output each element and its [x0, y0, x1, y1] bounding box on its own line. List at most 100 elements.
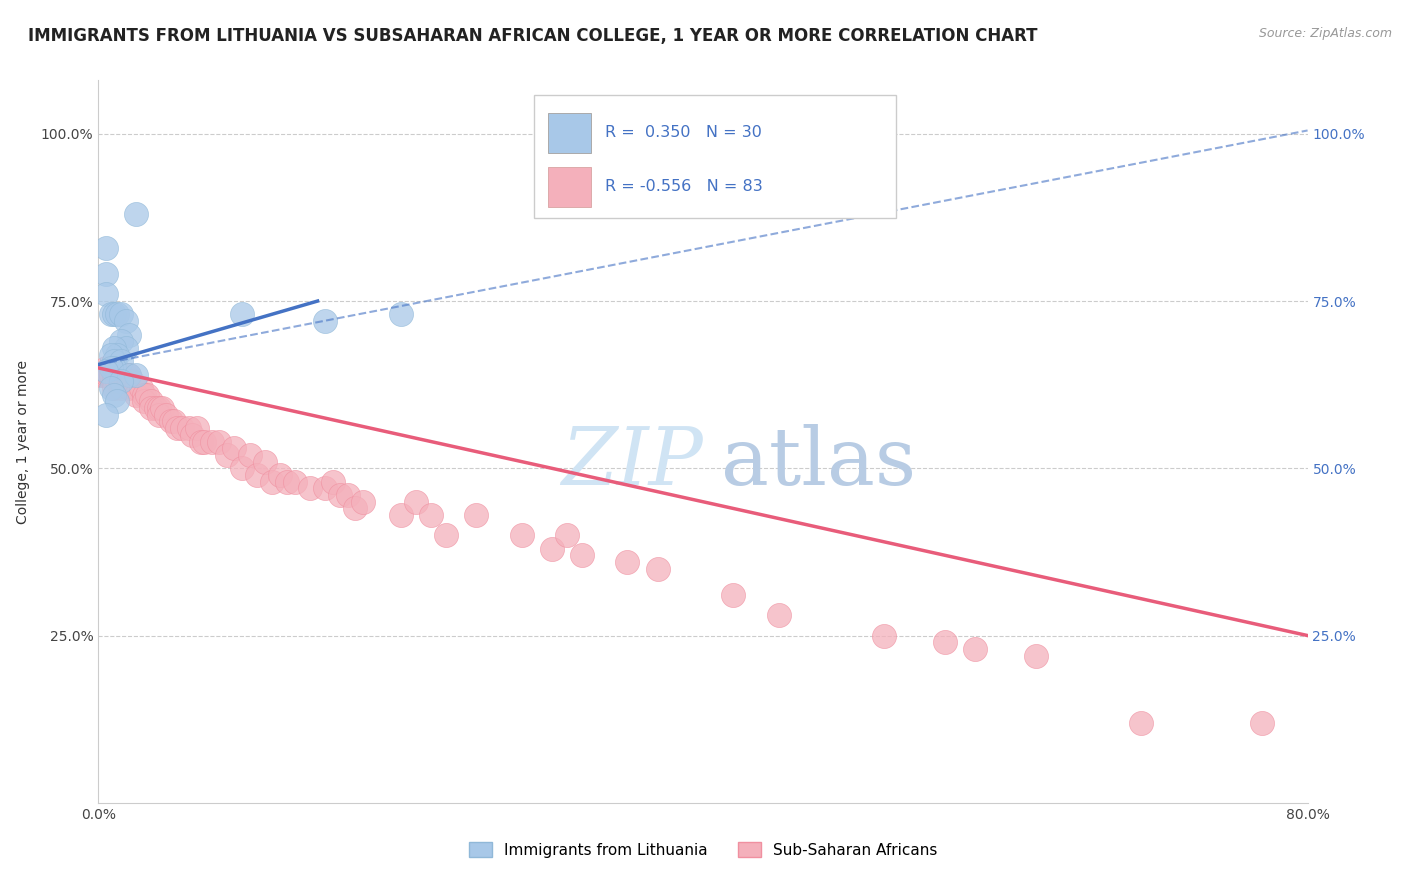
Point	[110, 368, 132, 382]
Point	[148, 408, 170, 422]
Legend: Immigrants from Lithuania, Sub-Saharan Africans: Immigrants from Lithuania, Sub-Saharan A…	[463, 836, 943, 863]
Y-axis label: College, 1 year or more: College, 1 year or more	[15, 359, 30, 524]
FancyBboxPatch shape	[548, 167, 591, 207]
Point	[150, 401, 173, 416]
Point	[96, 368, 118, 382]
Point	[108, 375, 131, 389]
Point	[510, 528, 533, 542]
Point	[170, 421, 193, 435]
Point	[103, 341, 125, 355]
Point	[723, 589, 745, 603]
Point	[107, 368, 129, 382]
Point	[160, 414, 183, 429]
Point	[190, 434, 212, 449]
Point	[163, 414, 186, 429]
Point	[118, 368, 141, 382]
Point	[94, 287, 117, 301]
Point	[129, 381, 152, 395]
Point	[193, 434, 215, 449]
Point	[155, 408, 177, 422]
Point	[132, 387, 155, 401]
Point	[125, 381, 148, 395]
Point	[125, 368, 148, 382]
Point	[1251, 715, 1274, 730]
Point	[420, 508, 443, 523]
Point	[208, 434, 231, 449]
Point	[118, 375, 141, 389]
Point	[616, 555, 638, 569]
Point	[934, 635, 956, 649]
Point	[105, 348, 128, 362]
Point	[100, 307, 122, 322]
Point	[314, 482, 336, 496]
Point	[94, 361, 117, 376]
Text: R =  0.350   N = 30: R = 0.350 N = 30	[605, 125, 762, 140]
Point	[125, 207, 148, 221]
Point	[114, 375, 136, 389]
Point	[284, 475, 307, 489]
Point	[166, 421, 188, 435]
Point	[322, 475, 344, 489]
Point	[103, 361, 125, 376]
Point	[148, 401, 170, 416]
Point	[105, 375, 128, 389]
Point	[269, 467, 291, 482]
Point	[336, 488, 359, 502]
Point	[201, 434, 224, 449]
Point	[965, 642, 987, 657]
Point	[105, 394, 128, 409]
Point	[118, 381, 141, 395]
Point	[555, 528, 578, 542]
Point	[253, 455, 276, 469]
Point	[100, 361, 122, 376]
Point	[110, 375, 132, 389]
Text: R = -0.556   N = 83: R = -0.556 N = 83	[605, 179, 763, 194]
Point	[540, 541, 562, 556]
Point	[299, 482, 322, 496]
Point	[314, 314, 336, 328]
Point	[389, 307, 412, 322]
Point	[110, 375, 132, 389]
Point	[103, 354, 125, 368]
Point	[98, 368, 121, 382]
Point	[100, 348, 122, 362]
Point	[231, 307, 253, 322]
Point	[103, 381, 125, 395]
Point	[434, 528, 457, 542]
FancyBboxPatch shape	[548, 112, 591, 153]
Point	[145, 401, 167, 416]
Text: ZIP: ZIP	[561, 425, 703, 502]
Point	[179, 421, 201, 435]
Point	[647, 562, 669, 576]
Point	[103, 387, 125, 401]
Point	[100, 361, 122, 376]
Point	[246, 467, 269, 482]
Point	[90, 368, 112, 382]
Text: Source: ZipAtlas.com: Source: ZipAtlas.com	[1258, 27, 1392, 40]
Point	[110, 334, 132, 349]
Point	[103, 307, 125, 322]
Point	[94, 408, 117, 422]
Point	[94, 268, 117, 282]
Point	[141, 394, 163, 409]
Point	[114, 341, 136, 355]
Point	[262, 475, 284, 489]
Point	[768, 608, 790, 623]
Point	[329, 488, 352, 502]
Point	[110, 354, 132, 368]
Point	[93, 368, 115, 382]
Point	[215, 448, 238, 462]
Point	[465, 508, 488, 523]
Point	[94, 364, 117, 378]
Point	[239, 448, 262, 462]
Point	[181, 427, 204, 442]
Point	[873, 628, 896, 642]
Point	[352, 494, 374, 508]
Point	[186, 421, 208, 435]
Point	[105, 368, 128, 382]
Point	[105, 307, 128, 322]
Point	[132, 394, 155, 409]
Text: atlas: atlas	[721, 425, 917, 502]
Point	[1130, 715, 1153, 730]
Point	[114, 314, 136, 328]
